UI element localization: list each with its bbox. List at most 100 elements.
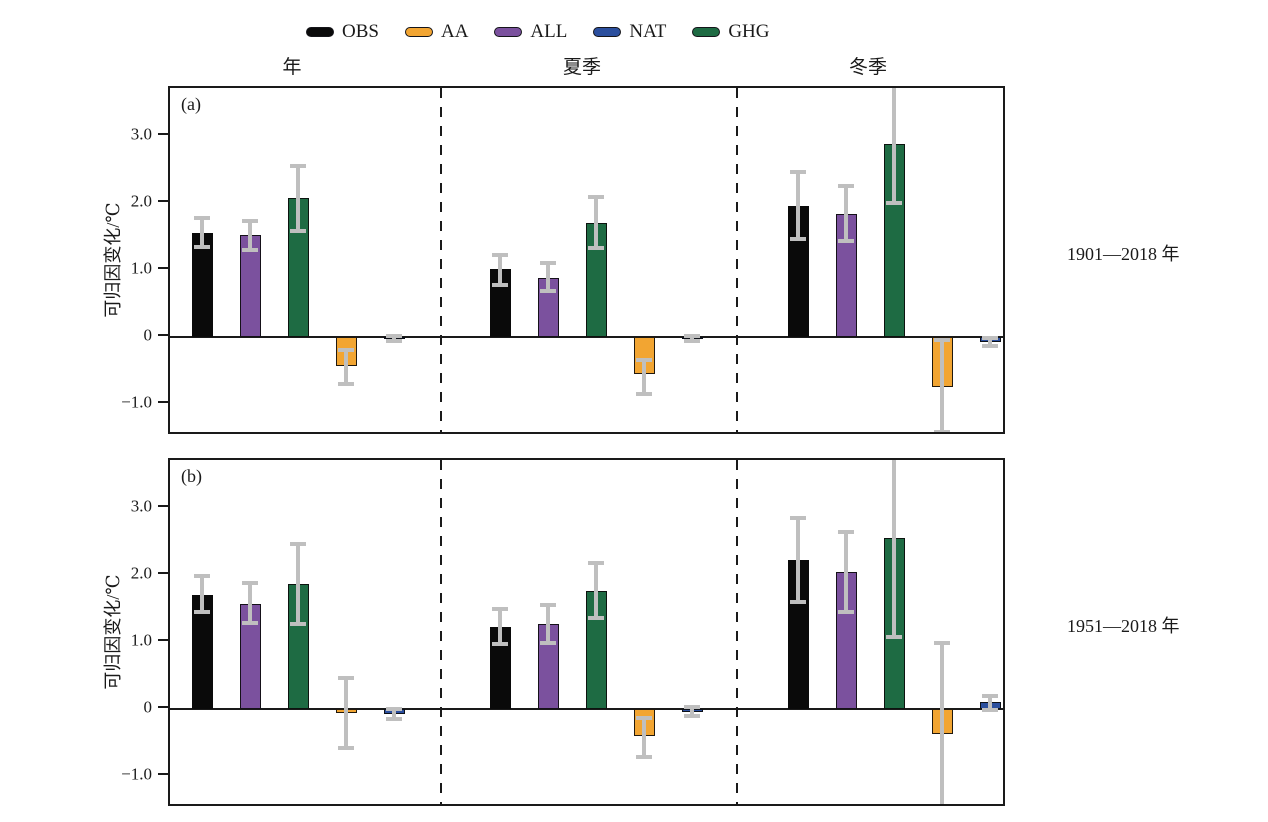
error-bar-stem (200, 217, 204, 248)
error-bar-cap (982, 335, 998, 340)
panel-letter: (b) (181, 466, 202, 486)
y-tick-label: 1.0 (130, 258, 152, 278)
error-bar-cap (684, 704, 700, 709)
error-bar-cap (684, 713, 700, 718)
error-bar-cap (838, 609, 854, 614)
error-bar-cap (194, 609, 210, 614)
legend-label: NAT (629, 21, 667, 42)
plot-area: (b) (168, 458, 1005, 806)
error-bar-stem (296, 166, 300, 232)
y-tick-label: 2.0 (130, 191, 152, 211)
error-bar-cap (386, 333, 402, 338)
error-bar-stem (594, 563, 598, 618)
error-bar-cap (290, 621, 306, 626)
y-tick-mark (158, 772, 168, 775)
error-bar-cap (540, 289, 556, 294)
error-bar-cap (194, 574, 210, 579)
error-bar-cap (290, 164, 306, 169)
error-bar-stem (988, 337, 992, 346)
error-bar-cap (588, 195, 604, 200)
error-bar-stem (892, 460, 896, 637)
period-label: 1951—2018 年 (1067, 616, 1180, 637)
panel-letter: (a) (181, 94, 201, 114)
group-separator-line (440, 88, 442, 432)
error-bar-cap (838, 529, 854, 534)
error-bar-cap (684, 338, 700, 343)
y-tick-label: 0 (143, 325, 153, 345)
y-tick-mark (158, 705, 168, 708)
group-separator-line (736, 88, 738, 432)
error-bar-cap (886, 634, 902, 639)
y-tick-mark (158, 505, 168, 508)
y-tick-label: 3.0 (130, 124, 152, 144)
error-bar-cap (636, 755, 652, 760)
error-bar-stem (642, 360, 646, 394)
error-bar-stem (344, 350, 348, 384)
error-bar-cap (540, 261, 556, 266)
error-bar-cap (982, 343, 998, 348)
error-bar-stem (498, 608, 502, 645)
error-bar-cap (242, 581, 258, 586)
error-bar-stem (844, 531, 848, 612)
error-bar-stem (844, 186, 848, 242)
error-bar-cap (982, 708, 998, 713)
error-bar-stem (296, 544, 300, 624)
error-bar-cap (838, 184, 854, 189)
error-bar-stem (200, 576, 204, 612)
error-bar-cap (588, 615, 604, 620)
error-bar-cap (242, 621, 258, 626)
error-bar-cap (492, 642, 508, 647)
error-bar-cap (242, 247, 258, 252)
error-bar-cap (492, 606, 508, 611)
legend-item-AA: AA (404, 22, 468, 41)
error-bar-cap (588, 245, 604, 250)
error-bar-cap (886, 201, 902, 206)
y-tick-mark (158, 267, 168, 270)
error-bar-cap (636, 358, 652, 363)
legend-label: OBS (342, 21, 379, 42)
y-tick-label: 3.0 (130, 496, 152, 516)
error-bar-stem (796, 171, 800, 240)
error-bar-stem (690, 706, 694, 716)
error-bar-cap (934, 429, 950, 432)
error-bar-cap (194, 245, 210, 250)
legend-swatch-icon (494, 26, 523, 37)
y-tick-label: 1.0 (130, 630, 152, 650)
error-bar-cap (386, 706, 402, 711)
error-bar-stem (642, 717, 646, 758)
error-bar-stem (498, 255, 502, 285)
y-tick-label: 2.0 (130, 563, 152, 583)
error-bar-stem (892, 88, 896, 204)
error-bar-stem (248, 583, 252, 624)
error-bar-cap (838, 239, 854, 244)
legend: OBS AA ALL NAT GHG (306, 22, 769, 41)
error-bar-stem (940, 340, 944, 432)
y-tick-mark (158, 572, 168, 575)
y-axis-label: 可归因变化/℃ (103, 574, 123, 690)
error-bar-cap (290, 542, 306, 547)
error-bar-stem (344, 677, 348, 748)
error-bar-cap (934, 641, 950, 646)
legend-swatch-icon (404, 26, 433, 37)
error-bar-cap (386, 716, 402, 721)
y-tick-label: −1.0 (121, 764, 152, 784)
y-tick-mark (158, 333, 168, 336)
legend-item-GHG: GHG (692, 22, 769, 41)
error-bar-stem (796, 517, 800, 602)
error-bar-stem (392, 708, 396, 719)
error-bar-cap (338, 348, 354, 353)
y-tick-label: −1.0 (121, 392, 152, 412)
error-bar-cap (338, 745, 354, 750)
y-tick-mark (158, 400, 168, 403)
error-bar-cap (338, 381, 354, 386)
error-bar-stem (392, 335, 396, 341)
y-tick-label: 0 (143, 697, 153, 717)
plot-area: (a) (168, 86, 1005, 434)
error-bar-cap (790, 515, 806, 520)
error-bar-cap (790, 599, 806, 604)
error-bar-stem (940, 643, 944, 804)
error-bar-stem (248, 220, 252, 250)
error-bar-cap (934, 338, 950, 343)
error-bar-cap (982, 693, 998, 698)
